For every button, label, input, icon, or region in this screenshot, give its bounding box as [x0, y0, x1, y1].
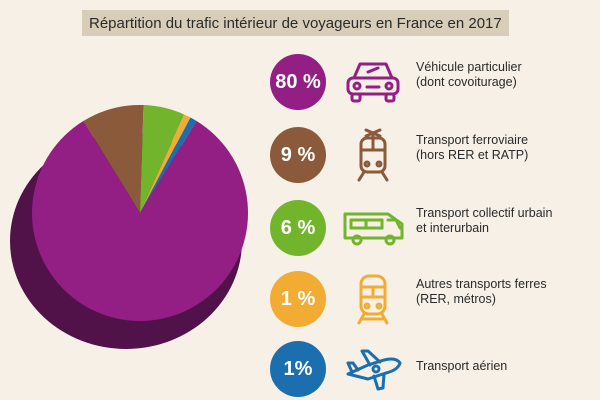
legend-row-aerien: 1% Transport aérien — [266, 341, 596, 397]
car-icon — [346, 62, 400, 103]
legend-label-line1: Transport ferroviaire — [416, 133, 529, 147]
percent-circle-autres: 1 % — [270, 271, 326, 327]
plane-icon — [346, 349, 402, 391]
legend-row-ferroviaire: 9 % Transport ferroviaire (hors RER et R… — [266, 127, 596, 183]
legend-label-line2: (RER, métros) — [416, 292, 496, 306]
legend-label-collectif: Transport collectif urbain et interurbai… — [416, 206, 596, 236]
legend-label-line2: (dont covoiturage) — [416, 75, 517, 89]
pie-slice — [83, 105, 144, 213]
legend-label-line1: Transport aérien — [416, 359, 508, 373]
pie-slice — [140, 105, 185, 213]
chart-title: Répartition du trafic intérieur de voyag… — [82, 10, 509, 36]
train-icon — [357, 128, 389, 182]
legend-label-line1: Véhicule particulier — [416, 60, 522, 74]
legend-label-aerien: Transport aérien — [416, 359, 596, 374]
pie-top — [32, 105, 249, 321]
percent-circle-aerien: 1% — [270, 341, 326, 397]
legend-label-voiture: Véhicule particulier (dont covoiturage) — [416, 60, 596, 90]
legend-label-line1: Transport collectif urbain — [416, 206, 553, 220]
legend-label-autres: Autres transports ferres (RER, métros) — [416, 277, 596, 307]
pie-slice — [32, 120, 249, 321]
legend-label-line2: (hors RER et RATP) — [416, 148, 529, 162]
metro-icon — [357, 274, 389, 325]
percent-circle-collectif: 6 % — [270, 200, 326, 256]
legend-row-voiture: 80 % Véhicule particulier (dont covoitur… — [266, 54, 596, 110]
pie-slice — [140, 114, 191, 213]
legend-row-autres: 1 % Autres transports ferres (RER, métro… — [266, 271, 596, 327]
legend-row-collectif: 6 % Transport collectif urbain et interu… — [266, 200, 596, 256]
bus-icon — [343, 212, 404, 246]
pie-slice — [140, 117, 197, 213]
percent-circle-voiture: 80 % — [270, 54, 326, 110]
legend-label-line2: et interurbain — [416, 221, 489, 235]
legend-label-line1: Autres transports ferres — [416, 277, 547, 291]
percent-circle-ferroviaire: 9 % — [270, 127, 326, 183]
legend-label-ferroviaire: Transport ferroviaire (hors RER et RATP) — [416, 133, 596, 163]
pie-chart — [10, 105, 249, 349]
